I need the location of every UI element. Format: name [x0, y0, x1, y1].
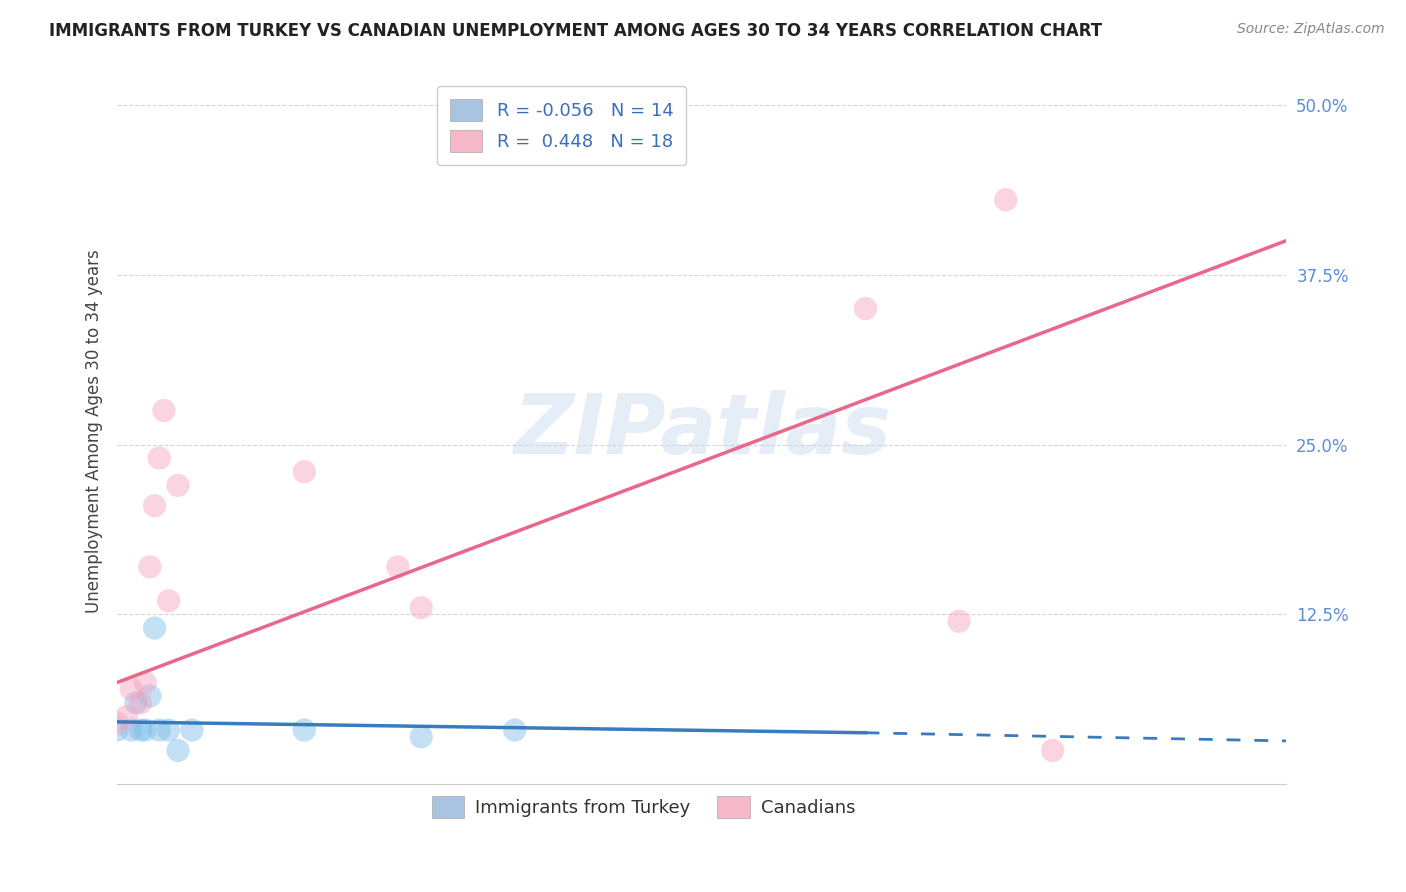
Point [157, 594, 180, 608]
Point [181, 723, 204, 737]
Point [143, 499, 166, 513]
Point [411, 600, 433, 615]
Point [120, 723, 142, 737]
Y-axis label: Unemployment Among Ages 30 to 34 years: Unemployment Among Ages 30 to 34 years [86, 249, 103, 613]
Point [129, 696, 152, 710]
Point [105, 716, 128, 731]
Legend: Immigrants from Turkey, Canadians: Immigrants from Turkey, Canadians [425, 789, 862, 825]
Point [139, 560, 162, 574]
Point [148, 723, 170, 737]
Point [134, 675, 156, 690]
Text: Source: ZipAtlas.com: Source: ZipAtlas.com [1237, 22, 1385, 37]
Point [387, 560, 409, 574]
Point [125, 696, 148, 710]
Point [994, 193, 1017, 207]
Point [292, 465, 315, 479]
Point [129, 723, 152, 737]
Point [411, 730, 433, 744]
Text: IMMIGRANTS FROM TURKEY VS CANADIAN UNEMPLOYMENT AMONG AGES 30 TO 34 YEARS CORREL: IMMIGRANTS FROM TURKEY VS CANADIAN UNEMP… [49, 22, 1102, 40]
Point [292, 723, 315, 737]
Point [157, 723, 180, 737]
Point [167, 478, 190, 492]
Point [139, 689, 162, 703]
Point [1042, 743, 1064, 757]
Point [134, 723, 156, 737]
Point [855, 301, 877, 316]
Point [115, 709, 138, 723]
Point [503, 723, 526, 737]
Point [167, 743, 190, 757]
Point [153, 403, 176, 417]
Point [148, 451, 170, 466]
Text: ZIPatlas: ZIPatlas [513, 391, 891, 472]
Point [105, 723, 128, 737]
Point [143, 621, 166, 635]
Point [120, 682, 142, 697]
Point [948, 614, 970, 628]
